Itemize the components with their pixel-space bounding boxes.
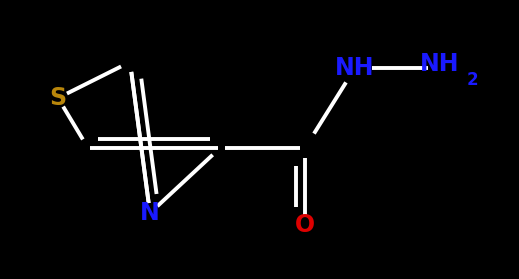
Text: NH: NH [420, 52, 460, 76]
Text: S: S [49, 86, 66, 110]
Text: N: N [140, 201, 160, 225]
Text: NH: NH [335, 56, 375, 80]
Text: O: O [295, 213, 315, 237]
Text: 2: 2 [466, 71, 478, 89]
